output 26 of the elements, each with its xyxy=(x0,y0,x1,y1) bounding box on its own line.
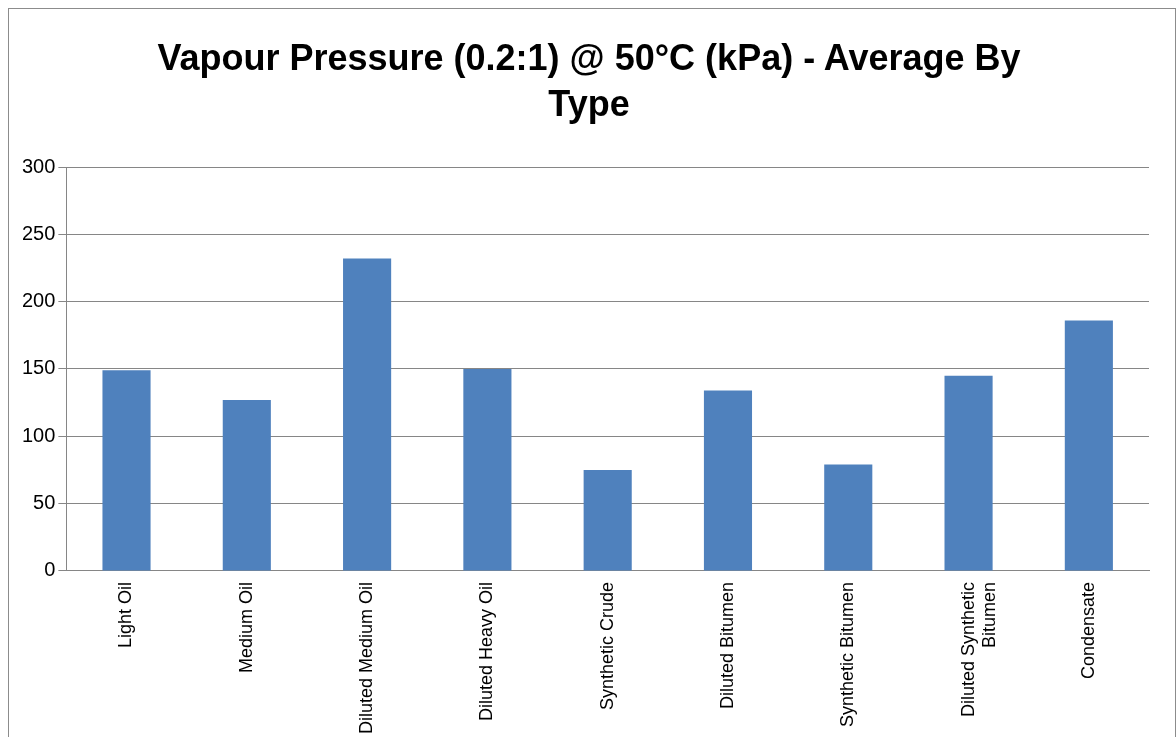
bar xyxy=(583,469,632,571)
bar xyxy=(222,399,271,571)
y-tick-label: 300 xyxy=(21,154,56,177)
chart-title: Vapour Pressure (0.2:1) @ 50°C (kPa) - Average By Type xyxy=(156,36,1022,126)
x-tick-label: Diluted Synthetic Bitumen xyxy=(957,581,1000,718)
y-tick-label: 100 xyxy=(21,423,56,446)
x-tick-label: Condensate xyxy=(1077,581,1098,680)
y-tick-label: 0 xyxy=(44,558,56,581)
bar xyxy=(703,390,753,571)
y-tick-label: 250 xyxy=(21,221,56,244)
y-tick-label: 200 xyxy=(21,289,56,312)
x-tick-label: Medium Oil xyxy=(235,581,256,673)
bar xyxy=(343,258,392,571)
bar xyxy=(824,464,873,571)
x-tick-label: Light Oil xyxy=(115,581,136,648)
y-tick-label: 50 xyxy=(33,491,56,514)
bar xyxy=(944,375,993,571)
x-tick-label: Diluted Medium Oil xyxy=(356,581,377,735)
y-tick-label: 150 xyxy=(21,356,56,379)
x-tick-label: Diluted Heavy Oil xyxy=(476,581,497,722)
x-tick-label: Diluted Bitumen xyxy=(716,581,737,710)
x-tick-label: Synthetic Crude xyxy=(596,581,617,711)
x-tick-label: Synthetic Bitumen xyxy=(837,581,858,728)
bar xyxy=(1064,320,1113,571)
bar xyxy=(102,370,151,571)
bar xyxy=(463,368,512,571)
